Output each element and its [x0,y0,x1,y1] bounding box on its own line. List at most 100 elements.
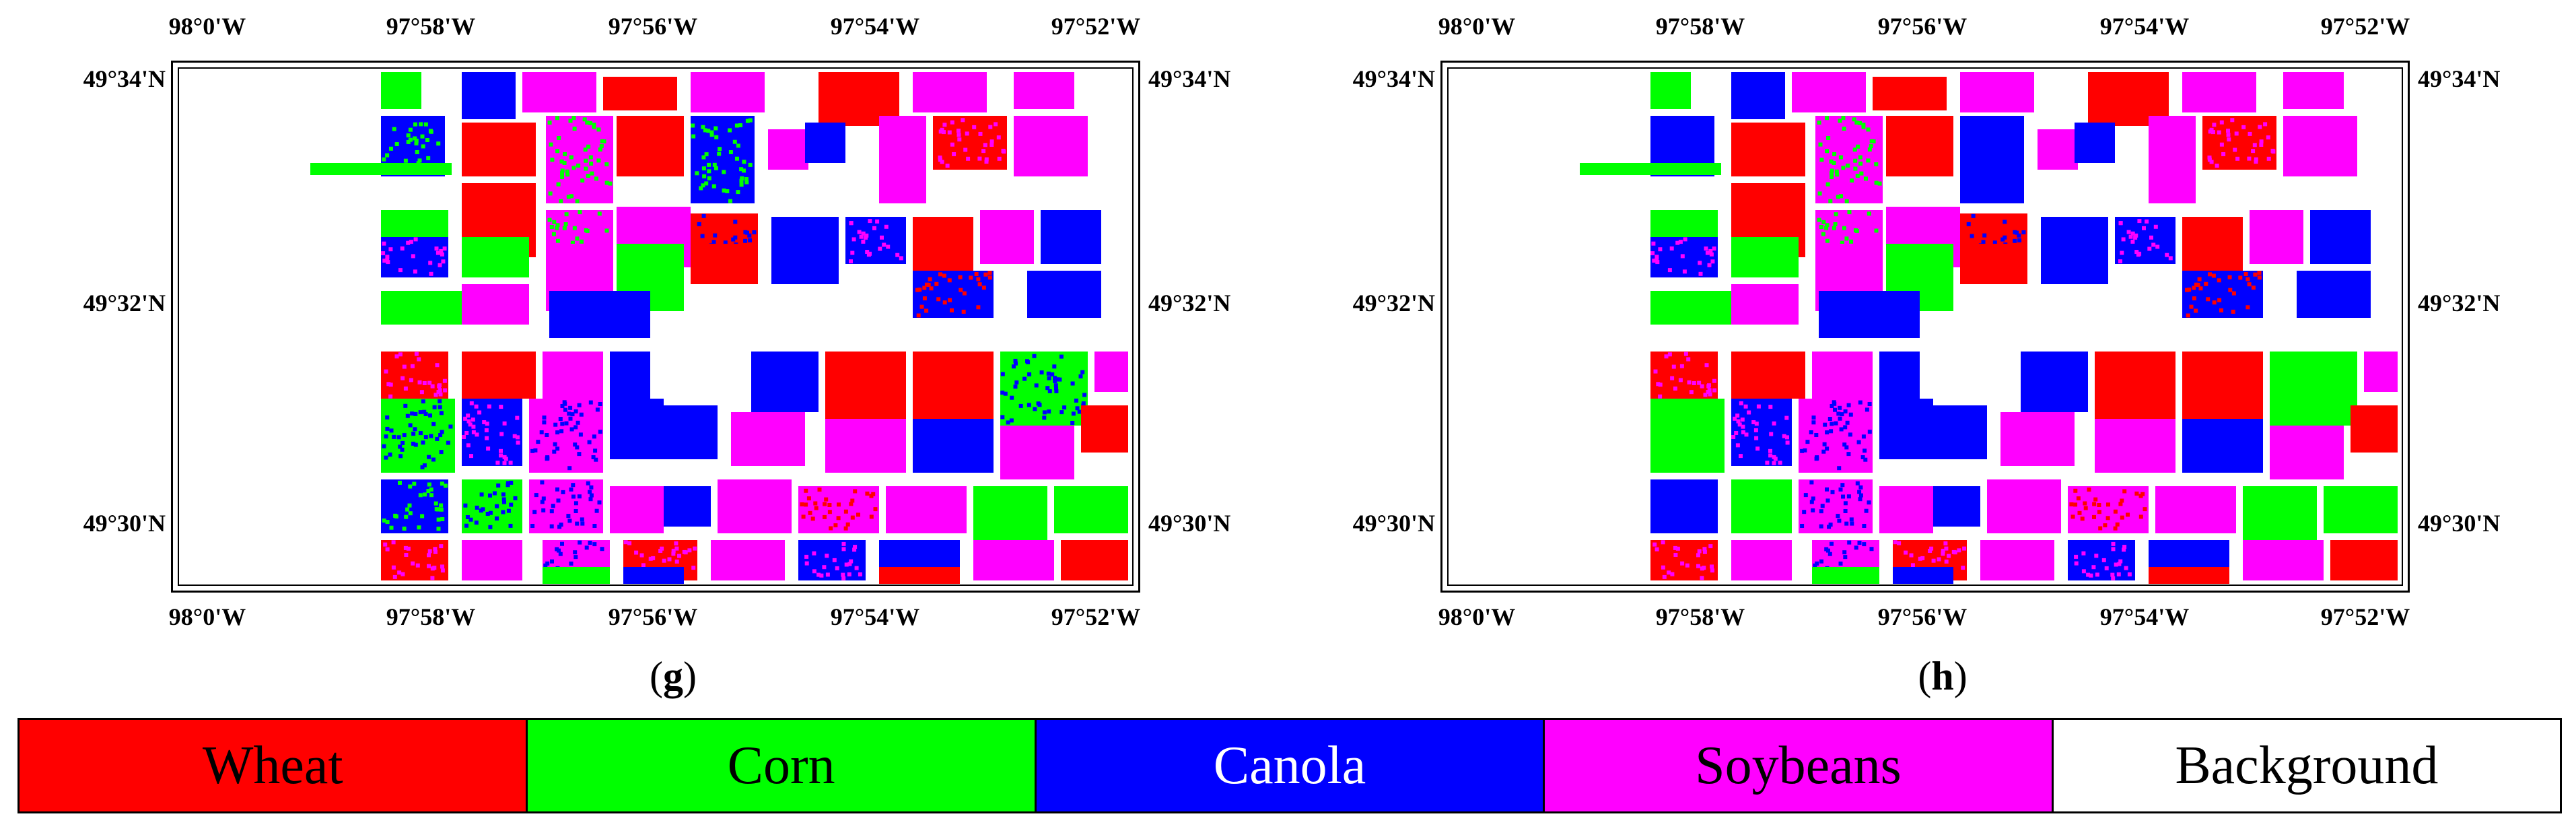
field-speckle-soybeans [812,551,816,556]
field-speckle-canola [556,498,561,503]
field-speckle-soybeans [1929,546,1934,551]
field-speckle-soybeans [822,565,827,570]
field-speckle-canola [591,455,596,459]
field-speckle-canola [1844,445,1849,450]
field-speckle-soybeans [1712,378,1716,383]
field-speckle-corn [1877,181,1882,186]
field-speckle-corn [586,144,591,149]
field-speckle-corn [739,167,744,172]
field-speckle-corn [382,519,386,523]
field-speckle-soybeans [994,122,998,127]
field-speckle-soybeans [1755,446,1760,451]
field-speckle-canola [589,493,594,498]
field-speckle-canola [1026,403,1031,407]
field-parcel-soybeans [2270,426,2344,479]
field-speckle-corn [440,481,444,486]
field-speckle-soybeans [2081,569,2086,574]
field-speckle-canola [1982,233,1987,238]
field-parcel-wheat [2182,352,2263,419]
field-speckle-wheat [2246,305,2250,310]
field-speckle-soybeans [394,354,399,359]
field-parcel-wheat [2095,352,2175,419]
field-speckle-corn [1825,223,1830,228]
field-speckle-soybeans [886,244,891,249]
field-speckle-canola [580,517,584,522]
field-speckle-canola [1813,563,1817,568]
field-speckle-canola [1842,550,1847,555]
field-speckle-canola [1843,509,1848,513]
field-speckle-soybeans [1743,404,1748,409]
field-speckle-soybeans [1706,384,1711,389]
lat-label-left: 49°32'N [1352,290,1435,316]
field-speckle-soybeans [816,572,821,577]
field-speckle-soybeans [385,255,390,259]
field-parcel-wheat [1650,540,1718,580]
field-parcel-corn [1650,399,1725,473]
field-speckle-soybeans [671,548,676,553]
field-speckle-canola [539,430,544,434]
field-speckle-canola [752,230,757,234]
field-speckle-wheat [922,296,927,301]
field-speckle-soybeans [411,561,415,566]
field-speckle-soybeans [404,553,409,557]
field-parcel-soybeans [2182,72,2256,112]
field-speckle-canola [506,481,510,486]
field-speckle-soybeans [386,382,391,387]
field-speckle-canola [540,480,545,485]
field-speckle-corn [598,147,602,152]
field-speckle-canola [1847,540,1852,545]
field-speckle-wheat [824,497,829,502]
field-speckle-soybeans [841,541,846,546]
field-speckle-soybeans [1710,564,1714,569]
field-speckle-canola [488,510,493,515]
field-speckle-soybeans [2241,125,2246,129]
field-speckle-soybeans [386,260,390,265]
field-speckle-canola [1842,442,1847,447]
field-speckle-canola [723,240,728,245]
field-speckle-soybeans [388,247,393,252]
field-speckle-corn [429,493,433,498]
field-parcel-soybeans [1731,540,1792,580]
field-speckle-canola [1838,561,1843,566]
field-speckle-canola [1805,440,1810,444]
field-speckle-soybeans [443,388,448,393]
field-speckle-corn [1836,195,1840,199]
field-parcel-soybeans [543,352,603,399]
field-speckle-soybeans [1655,260,1660,265]
field-parcel-wheat [617,116,684,176]
field-speckle-wheat [2122,489,2127,494]
field-speckle-corn [728,128,732,133]
field-speckle-wheat [2212,300,2217,305]
field-speckle-canola [422,463,427,468]
field-speckle-soybeans [1661,565,1665,570]
lat-label-right: 49°34'N [1148,65,1231,92]
field-speckle-wheat [850,515,855,520]
field-speckle-canola [485,512,490,516]
field-speckle-soybeans [2104,566,2109,570]
field-speckle-wheat [2080,516,2085,521]
field-speckle-soybeans [1753,428,1758,432]
field-speckle-canola [1827,417,1832,421]
field-speckle-soybeans [482,420,487,424]
field-speckle-soybeans [427,380,432,385]
field-speckle-soybeans [1735,413,1740,418]
field-speckle-canola [431,422,436,426]
field-speckle-soybeans [435,363,440,368]
field-speckle-soybeans [2091,565,2096,570]
field-speckle-canola [1815,455,1819,460]
field-speckle-soybeans [391,565,396,570]
field-speckle-corn [742,160,746,164]
field-speckle-canola [1059,354,1064,359]
field-parcel-wheat [462,123,536,176]
field-speckle-corn [1835,172,1840,177]
field-speckle-soybeans [1909,553,1914,558]
field-speckle-corn [406,139,411,144]
field-speckle-wheat [2118,502,2123,506]
field-speckle-wheat [2189,304,2194,309]
lon-label-bottom: 98°0'W [168,603,246,630]
field-speckle-canola [553,422,558,427]
field-speckle-corn [588,155,593,160]
field-speckle-canola [1867,430,1872,434]
classification-map [1580,72,2398,584]
field-parcel-canola [1650,479,1718,533]
